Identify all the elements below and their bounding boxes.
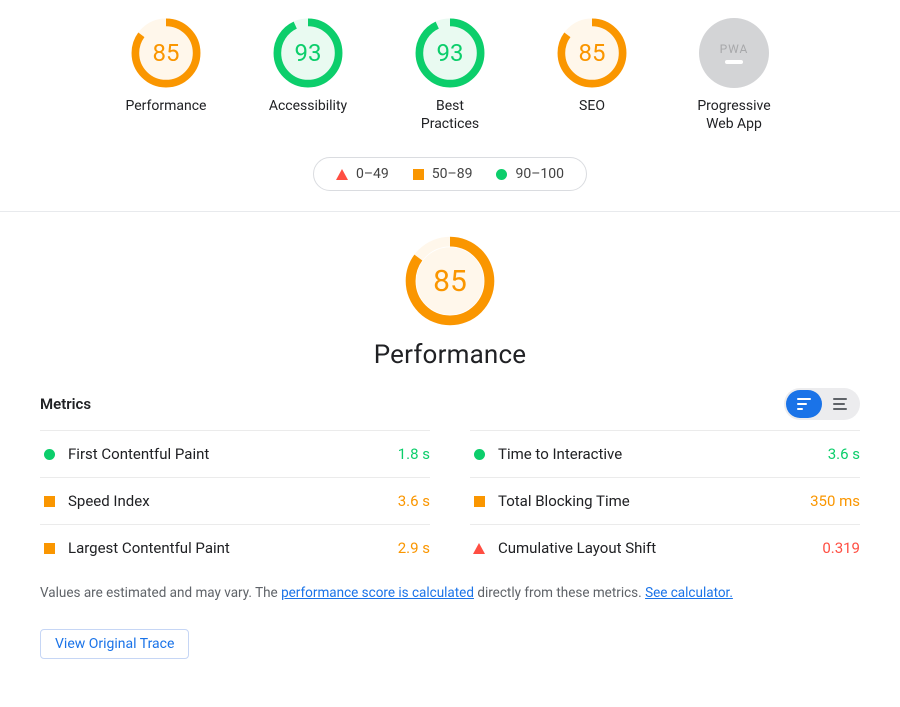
- see-calculator-link[interactable]: See calculator.: [645, 585, 733, 601]
- metrics-title: Metrics: [40, 395, 91, 413]
- legend-item: 0–49: [336, 166, 389, 182]
- gauge-pwa[interactable]: PWA ProgressiveWeb App: [679, 18, 789, 133]
- metric-row: Speed Index3.6 s: [40, 477, 430, 524]
- gauge-score: 93: [273, 18, 343, 88]
- performance-section: 85 Performance: [0, 212, 900, 388]
- legend-triangle-icon: [336, 169, 348, 180]
- gauge-label: BestPractices: [395, 98, 505, 133]
- legend-item: 50–89: [413, 166, 473, 182]
- metric-name: Largest Contentful Paint: [68, 539, 398, 557]
- gauge-ring-icon: 85: [131, 18, 201, 88]
- performance-gauge: 85: [405, 236, 495, 326]
- metric-value: 3.6 s: [398, 492, 430, 510]
- metric-circle-icon: [470, 449, 488, 460]
- view-toggle-expanded-button[interactable]: [822, 390, 858, 418]
- metric-name: Total Blocking Time: [498, 492, 810, 510]
- calc-explain-link[interactable]: performance score is calculated: [281, 585, 474, 601]
- metric-square-icon: [40, 496, 58, 507]
- gauge-score: 85: [557, 18, 627, 88]
- legend-square-icon: [413, 169, 424, 180]
- legend-range: 0–49: [356, 166, 389, 182]
- performance-section-title: Performance: [0, 340, 900, 370]
- gauge-best-practices[interactable]: 93 BestPractices: [395, 18, 505, 133]
- metrics-block: Metrics First Contentful Paint1.8 sSpeed…: [0, 388, 900, 613]
- trace-row: View Original Trace: [0, 613, 900, 681]
- legend-range: 90–100: [515, 166, 564, 182]
- score-legend-row: 0–49 50–89 90–100: [0, 143, 900, 211]
- gauge-score: 93: [415, 18, 485, 88]
- gauge-label: Accessibility: [253, 98, 363, 116]
- legend-circle-icon: [496, 169, 507, 180]
- metrics-view-toggle: [784, 388, 860, 420]
- metric-row: Cumulative Layout Shift0.319: [470, 524, 860, 571]
- gauge-accessibility[interactable]: 93 Accessibility: [253, 18, 363, 133]
- note-text: directly from these metrics.: [477, 585, 645, 601]
- metric-circle-icon: [40, 449, 58, 460]
- metric-triangle-icon: [470, 543, 488, 554]
- metric-square-icon: [40, 543, 58, 554]
- legend-item: 90–100: [496, 166, 564, 182]
- performance-gauge-score: 85: [405, 236, 495, 326]
- metrics-note: Values are estimated and may vary. The p…: [40, 585, 860, 601]
- metric-row: First Contentful Paint1.8 s: [40, 430, 430, 477]
- metrics-header-row: Metrics: [40, 388, 860, 420]
- score-legend-pill: 0–49 50–89 90–100: [313, 157, 587, 191]
- gauge-performance[interactable]: 85 Performance: [111, 18, 221, 133]
- metric-row: Total Blocking Time350 ms: [470, 477, 860, 524]
- note-text: Values are estimated and may vary. The: [40, 585, 281, 601]
- metric-name: First Contentful Paint: [68, 445, 398, 463]
- legend-range: 50–89: [432, 166, 473, 182]
- view-original-trace-button[interactable]: View Original Trace: [40, 629, 189, 659]
- gauge-label: ProgressiveWeb App: [679, 98, 789, 133]
- metric-value: 3.6 s: [828, 445, 860, 463]
- gauge-ring-icon: 85: [557, 18, 627, 88]
- gauge-ring-icon: 93: [415, 18, 485, 88]
- metric-value: 2.9 s: [398, 539, 430, 557]
- metric-row: Largest Contentful Paint2.9 s: [40, 524, 430, 571]
- metric-row: Time to Interactive3.6 s: [470, 430, 860, 477]
- score-gauges-row: 85 Performance 93 Accessibility 93 BestPracti…: [0, 0, 900, 143]
- pwa-badge-icon: PWA: [699, 18, 769, 88]
- metric-name: Cumulative Layout Shift: [498, 539, 822, 557]
- metric-value: 1.8 s: [398, 445, 430, 463]
- gauge-label: Performance: [111, 98, 221, 116]
- metric-value: 0.319: [822, 539, 860, 557]
- metric-square-icon: [470, 496, 488, 507]
- gauge-score: 85: [131, 18, 201, 88]
- gauge-label: SEO: [537, 98, 647, 116]
- gauge-ring-icon: 93: [273, 18, 343, 88]
- metric-name: Time to Interactive: [498, 445, 828, 463]
- metric-value: 350 ms: [810, 492, 860, 510]
- view-toggle-compact-button[interactable]: [786, 390, 822, 418]
- metrics-grid: First Contentful Paint1.8 sSpeed Index3.…: [40, 430, 860, 571]
- gauge-seo[interactable]: 85 SEO: [537, 18, 647, 133]
- metric-name: Speed Index: [68, 492, 398, 510]
